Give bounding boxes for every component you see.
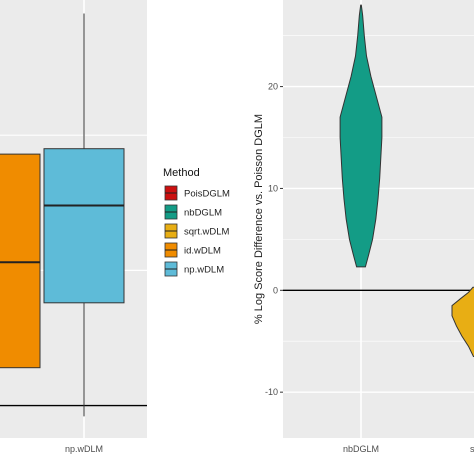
left-panel-tick-labels: np.wDLM bbox=[65, 444, 103, 454]
right-x-tick-label: s bbox=[470, 444, 474, 454]
legend-label-np.wDLM: np.wDLM bbox=[184, 265, 224, 276]
right-y-tick-label: 20 bbox=[268, 82, 278, 92]
left-panel-boxes bbox=[0, 13, 147, 417]
left-boxplot-panel: np.wDLM bbox=[0, 0, 147, 454]
legend-title: Method bbox=[163, 167, 200, 179]
legend-item-sqrt.wDLM: sqrt.wDLM bbox=[164, 223, 229, 239]
right-y-axis-title: % Log Score Difference vs. Poisson DGLM bbox=[253, 114, 265, 324]
right-y-tick-label: -10 bbox=[265, 387, 278, 397]
right-panel-violins bbox=[283, 4, 474, 358]
legend-item-PoisDGLM: PoisDGLM bbox=[164, 185, 230, 201]
legend-item-np.wDLM: np.wDLM bbox=[164, 261, 224, 277]
box-np.wDLM bbox=[43, 148, 125, 304]
legend-items: PoisDGLM nbDGLM sqrt.wDLM id.wDLM np.wDLM bbox=[164, 185, 230, 277]
legend-label-nbDGLM: nbDGLM bbox=[184, 208, 222, 219]
legend-label-id.wDLM: id.wDLM bbox=[184, 246, 221, 257]
violin-sqrt.wDLM bbox=[451, 286, 474, 358]
box-id.wDLM bbox=[0, 153, 41, 369]
legend-label-PoisDGLM: PoisDGLM bbox=[184, 189, 230, 200]
violin-nbDGLM bbox=[339, 4, 383, 268]
left-x-tick-label: np.wDLM bbox=[65, 444, 103, 454]
right-panel-background bbox=[283, 0, 474, 438]
right-violin-panel: -10 0 10 20 nbDGLM s % Log Score Difference v… bbox=[253, 0, 474, 454]
legend-label-sqrt.wDLM: sqrt.wDLM bbox=[184, 227, 229, 238]
right-panel-tick-labels: -10 0 10 20 nbDGLM s bbox=[265, 82, 474, 454]
legend-item-nbDGLM: nbDGLM bbox=[164, 204, 222, 220]
legend-item-id.wDLM: id.wDLM bbox=[164, 242, 221, 258]
right-y-tick-label: 10 bbox=[268, 183, 278, 193]
legend: Method PoisDGLM nbDGLM sqrt.wDLM id.wDLM np.… bbox=[163, 167, 230, 277]
right-x-tick-label: nbDGLM bbox=[343, 444, 379, 454]
right-y-tick-label: 0 bbox=[273, 285, 278, 295]
